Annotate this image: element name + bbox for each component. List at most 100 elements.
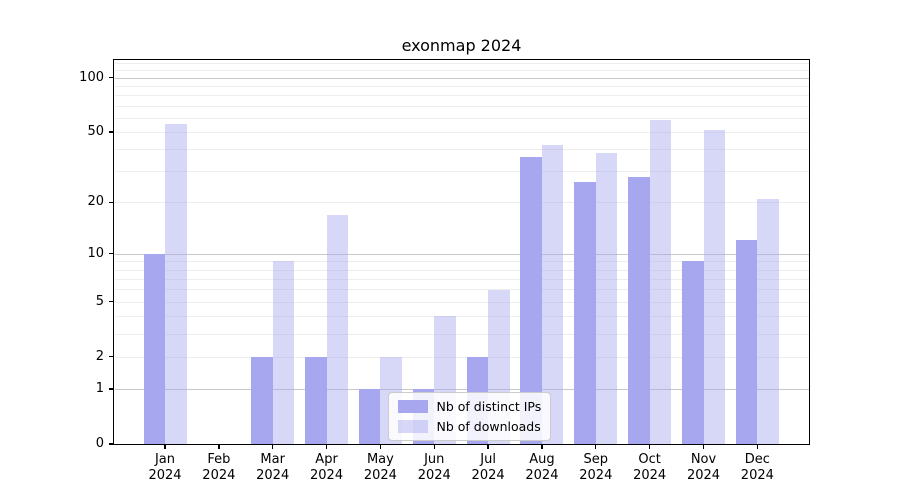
minor-gridline <box>114 85 810 87</box>
y-axis-tick-label: 0 <box>95 436 104 451</box>
minor-gridline <box>114 316 810 318</box>
major-gridline <box>114 388 810 390</box>
legend-item: Nb of downloads <box>397 419 542 434</box>
legend-label: Nb of downloads <box>436 419 541 434</box>
minor-gridline <box>114 278 810 280</box>
x-axis-tick-label: Jun 2024 <box>404 452 464 484</box>
legend-label: Nb of distinct IPs <box>436 399 542 414</box>
legend-swatch-downloads <box>397 420 428 433</box>
x-axis-tick-mark <box>164 444 166 449</box>
x-tick-month: Aug <box>529 452 555 467</box>
x-tick-year: 2024 <box>256 468 290 483</box>
bar-downloads <box>649 120 672 444</box>
y-axis-tick-mark <box>108 443 114 445</box>
x-axis-tick-label: Oct 2024 <box>620 452 680 484</box>
x-axis-tick-mark <box>379 444 382 449</box>
minor-gridline <box>114 131 810 133</box>
bar-distinct-ips <box>574 182 596 444</box>
x-axis-tick-label: Apr 2024 <box>297 452 357 484</box>
x-tick-month: Nov <box>690 452 717 467</box>
legend: Nb of distinct IPs Nb of downloads <box>387 392 552 441</box>
x-axis-tick-label: Nov 2024 <box>674 452 734 484</box>
legend-item: Nb of distinct IPs <box>397 399 542 414</box>
minor-gridline <box>114 202 810 204</box>
x-axis-tick-mark <box>218 444 220 449</box>
x-tick-month: Jul <box>480 452 496 467</box>
minor-gridline <box>114 261 810 263</box>
x-axis-tick-label: Feb 2024 <box>189 452 249 484</box>
x-axis-tick-mark <box>702 444 705 449</box>
minor-gridline <box>114 301 810 303</box>
minor-gridline <box>114 333 810 335</box>
bar-downloads <box>165 124 187 444</box>
y-axis-tick-label: 50 <box>87 123 104 139</box>
minor-gridline <box>114 269 810 271</box>
x-tick-month: Jun <box>424 452 445 467</box>
y-axis-tick-mark <box>108 201 114 203</box>
bar-distinct-ips <box>520 157 542 444</box>
x-axis-tick-mark <box>595 444 597 449</box>
bar-downloads <box>595 153 618 444</box>
y-axis-tick-label: 100 <box>79 69 104 85</box>
bar-distinct-ips <box>358 388 381 444</box>
bar-distinct-ips <box>682 261 704 444</box>
x-tick-year: 2024 <box>525 468 559 483</box>
bar-downloads <box>326 214 349 444</box>
minor-gridline <box>114 289 810 291</box>
major-gridline <box>114 77 810 79</box>
y-axis-tick-label: 2 <box>95 348 104 364</box>
minor-gridline <box>114 95 810 97</box>
bar-downloads <box>272 261 295 444</box>
x-axis-tick-label: Dec 2024 <box>727 452 787 484</box>
x-axis-tick-label: Mar 2024 <box>243 452 303 484</box>
y-axis-tick-label: 10 <box>87 245 104 261</box>
x-axis-tick-label: May 2024 <box>350 452 410 484</box>
minor-gridline <box>114 117 810 119</box>
y-axis-tick-label: 20 <box>87 194 104 210</box>
x-tick-month: Jan <box>154 452 176 467</box>
y-axis-tick-mark <box>108 356 114 358</box>
x-tick-month: Oct <box>638 452 661 467</box>
minor-gridline <box>114 149 810 151</box>
x-axis-tick-label: Jul 2024 <box>458 452 518 484</box>
y-axis-tick-mark <box>108 131 114 133</box>
x-tick-month: Apr <box>315 452 338 467</box>
bar-distinct-ips <box>628 176 650 444</box>
x-tick-year: 2024 <box>471 468 505 483</box>
x-tick-year: 2024 <box>363 468 397 483</box>
x-tick-month: Sep <box>583 452 609 467</box>
x-tick-year: 2024 <box>579 468 613 483</box>
y-axis-tick-mark <box>108 252 114 255</box>
x-tick-year: 2024 <box>148 468 182 483</box>
y-axis-tick-label: 5 <box>95 293 104 309</box>
minor-gridline <box>114 105 810 107</box>
bar-downloads <box>757 198 779 444</box>
bar-distinct-ips <box>305 356 327 444</box>
minor-gridline <box>114 70 810 72</box>
x-axis-tick-label: Jan 2024 <box>135 452 195 484</box>
x-tick-month: May <box>366 452 394 467</box>
x-axis-tick-mark <box>272 444 274 449</box>
bar-downloads <box>541 145 564 444</box>
y-axis-tick-mark <box>108 76 114 79</box>
x-axis-tick-label: Aug 2024 <box>512 452 572 484</box>
x-axis-tick-mark <box>487 444 489 449</box>
x-tick-year: 2024 <box>633 468 667 483</box>
x-axis-tick-mark <box>648 444 651 449</box>
bar-distinct-ips <box>735 240 758 444</box>
x-tick-month: Dec <box>744 452 770 467</box>
bar-distinct-ips <box>251 356 273 444</box>
x-axis-tick-label: Sep 2024 <box>566 452 626 484</box>
y-axis-tick-mark <box>108 301 114 303</box>
x-axis-tick-mark <box>541 444 543 449</box>
x-tick-month: Mar <box>260 452 285 467</box>
x-tick-year: 2024 <box>310 468 344 483</box>
y-axis-tick-label: 1 <box>95 380 104 396</box>
x-axis-tick-mark <box>756 444 759 449</box>
chart-title: exonmap 2024 <box>401 36 522 55</box>
x-tick-year: 2024 <box>417 468 451 483</box>
x-axis-tick-mark <box>325 444 328 449</box>
x-tick-month: Feb <box>207 452 231 467</box>
minor-gridline <box>114 356 810 358</box>
